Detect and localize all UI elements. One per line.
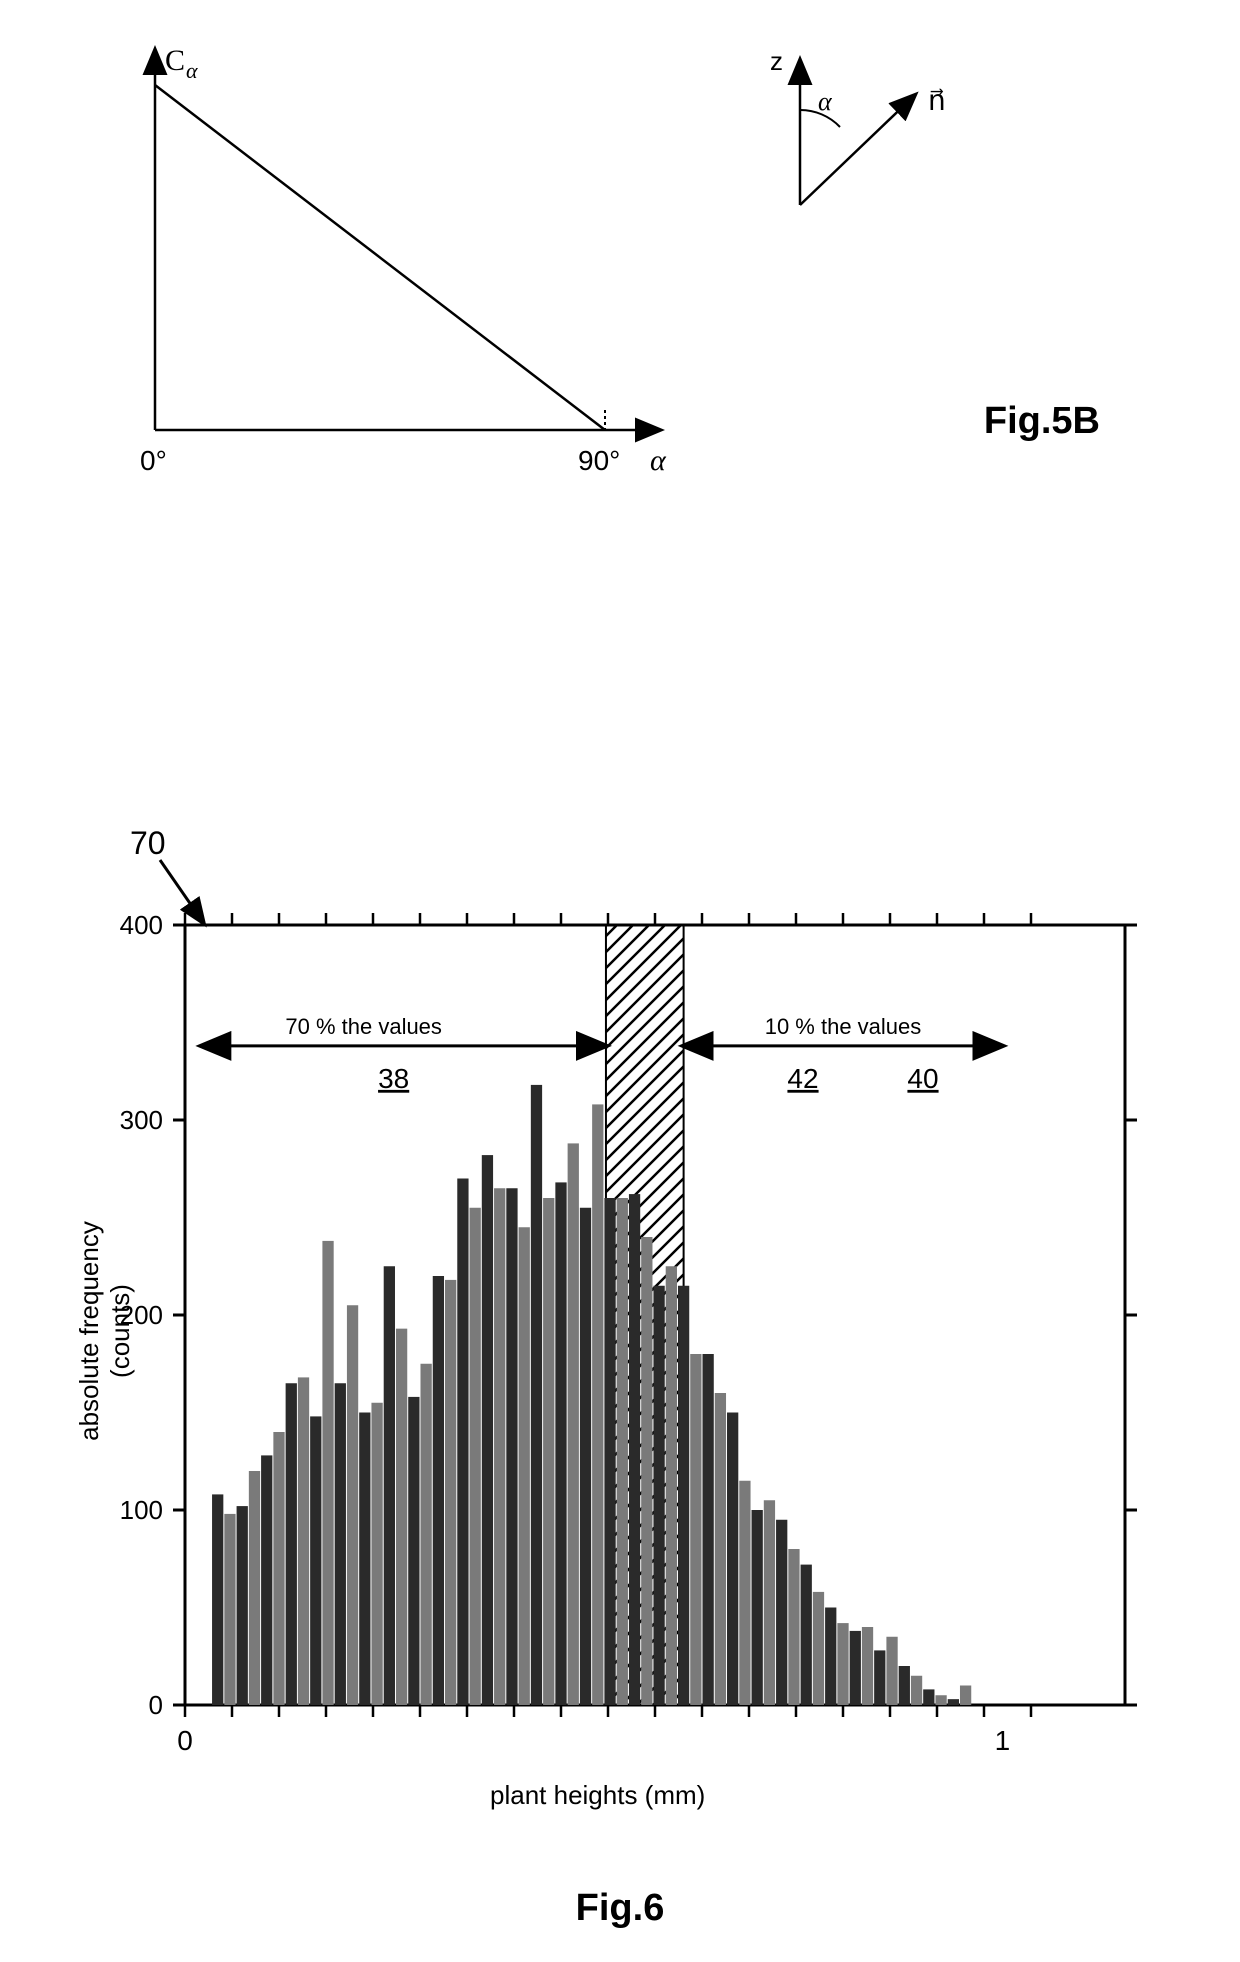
inset-z-label: z: [770, 46, 783, 76]
histogram-bar: [568, 1143, 579, 1705]
histogram-bar: [641, 1237, 652, 1705]
fig5b-y-label: C: [165, 44, 185, 77]
histogram-bar: [739, 1481, 750, 1705]
histogram-bar: [911, 1676, 922, 1705]
fig5b-xtick-90: 90°: [578, 445, 620, 476]
histogram-bar: [359, 1413, 370, 1706]
fig6-bars: [212, 1085, 971, 1705]
fig5b-xtick-0: 0°: [140, 445, 167, 476]
histogram-bar: [862, 1627, 873, 1705]
fig5b-caption: Fig.5B: [984, 400, 1100, 443]
histogram-bar: [457, 1179, 468, 1706]
svg-text:300: 300: [120, 1105, 163, 1135]
svg-text:100: 100: [120, 1495, 163, 1525]
fig6-svg: 0100200300400 01 70 % the values3810 % t…: [60, 870, 1180, 1830]
histogram-bar: [617, 1198, 628, 1705]
histogram-bar: [371, 1403, 382, 1705]
histogram-bar: [666, 1266, 677, 1705]
histogram-bar: [788, 1549, 799, 1705]
histogram-bar: [494, 1188, 505, 1705]
svg-text:42: 42: [787, 1063, 818, 1094]
histogram-bar: [727, 1413, 738, 1706]
histogram-bar: [580, 1208, 591, 1705]
histogram-bar: [678, 1286, 689, 1705]
histogram-bar: [702, 1354, 713, 1705]
histogram-bar: [519, 1227, 530, 1705]
histogram-bar: [286, 1383, 297, 1705]
fig5b-svg: C α 0° 90° α z n⃗ α: [80, 40, 1160, 520]
svg-text:38: 38: [378, 1063, 409, 1094]
histogram-bar: [531, 1085, 542, 1705]
fig5b-container: C α 0° 90° α z n⃗ α Fig.5B: [80, 40, 1160, 520]
fig6-caption: Fig.6: [576, 1887, 665, 1930]
histogram-bar: [629, 1194, 640, 1705]
histogram-bar: [420, 1364, 431, 1705]
inset-n-label: n⃗: [928, 86, 946, 117]
fig6-annotations: 70 % the values 38 10 % the values 42 40: [201, 1014, 1002, 1094]
histogram-bar: [470, 1208, 481, 1705]
svg-text:0: 0: [149, 1690, 163, 1720]
svg-text:10 % the values: 10 % the values: [765, 1014, 922, 1039]
histogram-bar: [322, 1241, 333, 1705]
histogram-bar: [715, 1393, 726, 1705]
histogram-bar: [543, 1198, 554, 1705]
histogram-bar: [273, 1432, 284, 1705]
histogram-bar: [249, 1471, 260, 1705]
histogram-bar: [764, 1500, 775, 1705]
histogram-bar: [347, 1305, 358, 1705]
histogram-bar: [237, 1506, 248, 1705]
histogram-bar: [948, 1699, 959, 1705]
histogram-bar: [690, 1354, 701, 1705]
fig5b-x-label: α: [650, 444, 667, 477]
fig6-ref-70-arrow: [145, 850, 235, 940]
histogram-bar: [445, 1280, 456, 1705]
histogram-bar: [261, 1455, 272, 1705]
svg-text:1: 1: [995, 1725, 1011, 1756]
histogram-bar: [923, 1689, 934, 1705]
histogram-bar: [653, 1286, 664, 1705]
histogram-bar: [555, 1182, 566, 1705]
histogram-bar: [850, 1631, 861, 1705]
histogram-bar: [408, 1397, 419, 1705]
svg-text:40: 40: [907, 1063, 938, 1094]
histogram-bar: [752, 1510, 763, 1705]
fig6-container: 70 0100200300: [60, 870, 1180, 1910]
svg-text:0: 0: [177, 1725, 193, 1756]
histogram-bar: [899, 1666, 910, 1705]
histogram-bar: [335, 1383, 346, 1705]
histogram-bar: [212, 1494, 223, 1705]
histogram-bar: [825, 1608, 836, 1706]
histogram-bar: [874, 1650, 885, 1705]
histogram-bar: [837, 1623, 848, 1705]
histogram-bar: [482, 1155, 493, 1705]
fig5b-y-label-sub: α: [186, 58, 198, 83]
fig6-xlabel: plant heights (mm): [490, 1780, 705, 1811]
histogram-bar: [960, 1686, 971, 1706]
svg-text:70 % the values: 70 % the values: [285, 1014, 442, 1039]
histogram-bar: [384, 1266, 395, 1705]
histogram-bar: [396, 1329, 407, 1705]
histogram-bar: [801, 1565, 812, 1705]
histogram-bar: [604, 1198, 615, 1705]
histogram-bar: [433, 1276, 444, 1705]
histogram-bar: [298, 1377, 309, 1705]
fig5b-decay-line: [155, 85, 605, 430]
fig6-ylabel: absolute frequency (counts): [74, 1171, 136, 1491]
histogram-bar: [886, 1637, 897, 1705]
histogram-bar: [592, 1104, 603, 1705]
fig5b-inset: z n⃗ α: [770, 46, 946, 205]
histogram-bar: [224, 1514, 235, 1705]
histogram-bar: [935, 1695, 946, 1705]
histogram-bar: [506, 1188, 517, 1705]
histogram-bar: [813, 1592, 824, 1705]
histogram-bar: [310, 1416, 321, 1705]
histogram-bar: [776, 1520, 787, 1705]
inset-alpha-label: α: [818, 87, 833, 116]
